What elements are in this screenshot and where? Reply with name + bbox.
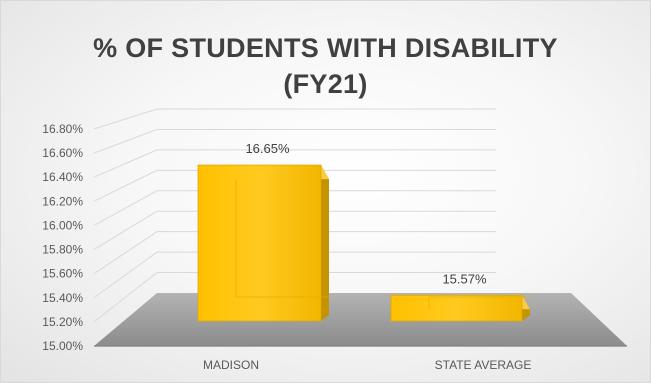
y-tick-label: 16.40% [42, 170, 83, 184]
y-tick-label: 16.20% [42, 194, 83, 208]
chart-title-line-1: % OF STUDENTS WITH DISABILITY [93, 33, 558, 63]
data-label: 15.57% [442, 271, 487, 286]
y-tick-label: 15.80% [42, 243, 83, 257]
chart-floor [94, 293, 627, 346]
y-tick-label: 15.40% [42, 291, 83, 305]
x-category-label: STATE AVERAGE [435, 358, 532, 372]
gridline-side [93, 169, 158, 202]
y-tick-label: 16.00% [42, 218, 83, 232]
data-label: 16.65% [245, 141, 290, 156]
x-category-label: MADISON [203, 358, 259, 372]
gridline-side [93, 210, 158, 250]
gridline-side [93, 231, 158, 275]
gridline-side [93, 108, 158, 130]
y-tick-label: 16.80% [42, 122, 83, 136]
gridline-side [93, 190, 158, 226]
y-tick-label: 16.60% [42, 146, 83, 160]
bar-side [321, 165, 329, 321]
y-tick-label: 15.20% [42, 315, 83, 329]
chart-title-line-2: (FY21) [283, 69, 368, 99]
bar [197, 164, 322, 322]
gridline-side [93, 272, 158, 323]
y-tick-label: 15.60% [42, 267, 83, 281]
y-tick-label: 15.00% [42, 339, 83, 353]
gridline-side [93, 251, 158, 299]
bar [390, 294, 523, 322]
gridline-side [93, 149, 158, 178]
gridline-side [93, 128, 158, 154]
